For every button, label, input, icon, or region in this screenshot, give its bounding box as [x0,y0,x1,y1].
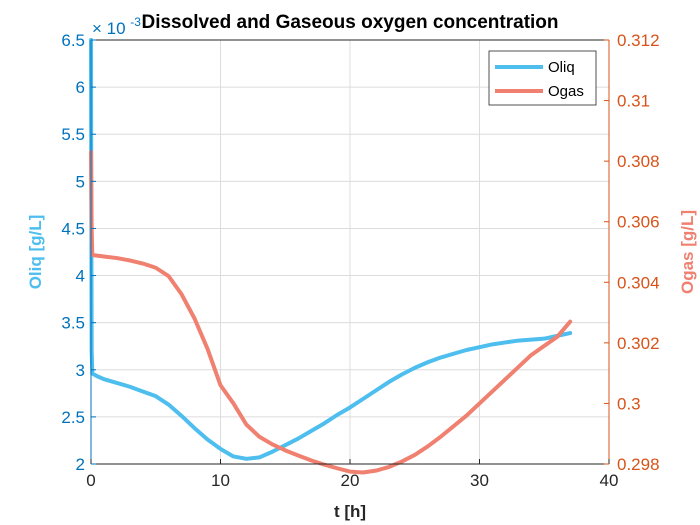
left-y-tick-label-5: 4.5 [61,219,85,238]
right-y-tick-label-7: 0.312 [617,31,660,50]
x-tick-label-3: 30 [470,471,489,490]
legend: Oliq Ogas [488,50,597,106]
left-y-tick-label-4: 4 [76,267,85,286]
left-axis-exponent: × 10 -3 [92,15,141,38]
x-tick-label-4: 40 [600,471,619,490]
left-y-tick-label-7: 5.5 [61,125,85,144]
right-y-tick-label-0: 0.298 [617,455,660,474]
right-y-tick-label-4: 0.306 [617,213,660,232]
left-axis-exponent-base: × 10 [92,19,126,38]
left-y-tick-label-0: 2 [76,455,85,474]
right-y-tick-label-2: 0.302 [617,334,660,353]
series-line-ogas [89,150,573,475]
series-layer [89,38,573,475]
right-y-tick-label-6: 0.31 [617,92,650,111]
legend-label-ogas: Ogas [548,83,584,100]
series-line-oliq [89,38,573,461]
right-y-tick-label-3: 0.304 [617,273,660,292]
ticks-layer: 0 10 20 30 40 2 2.5 3 3.5 4 4.5 5 5.5 6 6.5 0.298 0.3 0.3… [61,31,659,490]
chart-title: Dissolved and Gaseous oxygen concentrati… [141,12,558,33]
left-y-tick-label-1: 2.5 [61,408,85,427]
x-axis-label: t [h] [334,502,366,521]
x-tick-label-0: 0 [86,471,95,490]
left-y-tick-label-2: 3 [76,361,85,380]
x-tick-label-2: 20 [341,471,360,490]
right-y-tick-label-5: 0.308 [617,152,660,171]
left-y-axis-label: Oliq [g/L] [26,215,45,290]
legend-box [488,50,597,106]
left-y-tick-label-8: 6 [76,78,85,97]
left-y-tick-label-6: 5 [76,172,85,191]
x-tick-label-1: 10 [211,471,230,490]
legend-label-oliq: Oliq [548,59,575,76]
right-y-axis-label: Ogas [g/L] [678,210,697,294]
left-y-tick-label-3: 3.5 [61,314,85,333]
right-y-tick-label-1: 0.3 [617,394,641,413]
left-y-tick-label-9: 6.5 [61,31,85,50]
left-axis-exponent-power: -3 [130,15,141,29]
